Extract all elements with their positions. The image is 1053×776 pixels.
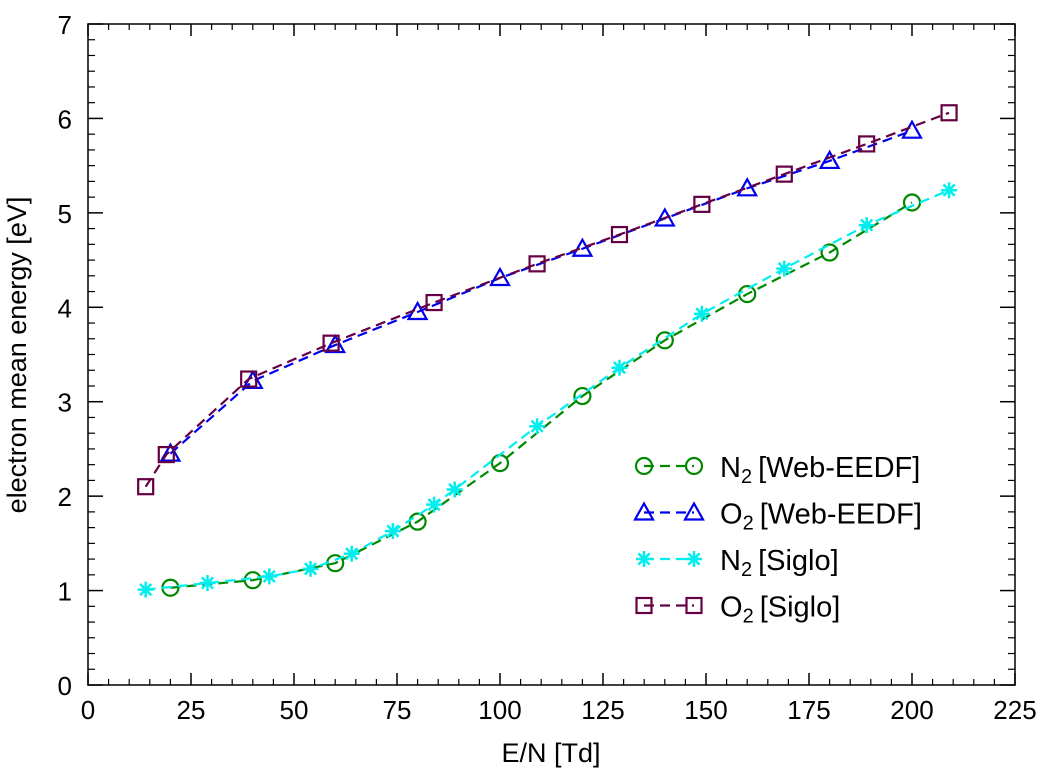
- data-point-star: [693, 305, 710, 322]
- x-tick-label: 50: [280, 695, 309, 725]
- series-line: [144, 111, 950, 488]
- x-tick-label: 75: [383, 695, 412, 725]
- data-point-square: [322, 334, 340, 352]
- legend: N2 [Web-EEDF] O2 [Web-EEDF] N2 [Siglo] O2 [Sigl…: [633, 452, 922, 628]
- data-point-square: [775, 165, 793, 183]
- data-point-triangle: [159, 442, 182, 462]
- data-point-square: [635, 596, 653, 615]
- data-point-triangle: [324, 333, 347, 354]
- y-axis-label: electron mean energy [eV]: [2, 197, 32, 514]
- y-tick-label: 4: [58, 293, 72, 323]
- data-point-triangle: [633, 501, 655, 521]
- x-tick-label: 25: [177, 695, 206, 725]
- data-point-square: [528, 255, 546, 273]
- y-tick-label: 6: [58, 104, 72, 134]
- legend-item: N2 [Web-EEDF]: [634, 452, 920, 488]
- data-point-triangle: [653, 207, 676, 227]
- data-point-star: [426, 496, 443, 513]
- legend-label: O2 [Web-EEDF]: [720, 499, 922, 535]
- data-point-square: [425, 293, 443, 312]
- y-tick-label: 1: [58, 577, 72, 607]
- data-point-triangle: [571, 237, 594, 257]
- y-tick-label: 5: [58, 199, 72, 229]
- data-point-star: [529, 418, 546, 435]
- data-point-star: [302, 560, 319, 577]
- data-point-star: [446, 481, 463, 498]
- y-tick-label: 2: [58, 482, 72, 512]
- y-tick-label: 7: [58, 10, 72, 40]
- legend-item: O2 [Web-EEDF]: [633, 499, 922, 535]
- data-point-star: [858, 217, 875, 234]
- data-point-star: [636, 551, 652, 567]
- data-point-star: [686, 551, 702, 567]
- series-layer: [137, 104, 958, 598]
- data-point-star: [343, 545, 360, 562]
- x-tick-label: 225: [993, 695, 1036, 725]
- data-point-square: [685, 596, 703, 615]
- data-point-triangle: [818, 149, 841, 170]
- data-point-triangle: [683, 501, 705, 521]
- data-point-circle: [684, 456, 704, 476]
- data-point-circle: [634, 456, 654, 476]
- x-axis-label: E/N [Td]: [501, 738, 600, 768]
- data-point-star: [611, 359, 628, 376]
- data-point-star: [261, 568, 278, 585]
- legend-item: N2 [Siglo]: [636, 545, 839, 581]
- data-point-star: [776, 260, 793, 277]
- data-point-square: [858, 135, 876, 153]
- data-point-star: [941, 182, 958, 199]
- x-tick-labels: 0 25 50 75 100 125 150 175 200 225: [81, 695, 1037, 725]
- data-point-star: [137, 581, 154, 598]
- x-tick-label: 175: [787, 695, 830, 725]
- legend-label: N2 [Web-EEDF]: [720, 452, 920, 488]
- plot-frame: [87, 23, 1016, 686]
- legend-item: O2 [Siglo]: [635, 592, 840, 628]
- x-tick-label: 100: [478, 695, 521, 725]
- series-o2-siglo: [137, 104, 958, 496]
- data-point-star: [199, 575, 216, 592]
- series-line: [169, 129, 913, 455]
- series-n2-web-eedf: [161, 193, 922, 597]
- data-point-circle: [655, 331, 674, 350]
- y-tick-label: 0: [58, 671, 72, 701]
- data-point-star: [384, 523, 401, 540]
- data-point-square: [693, 195, 711, 213]
- data-point-square: [157, 445, 175, 464]
- x-tick-label: 125: [581, 695, 624, 725]
- legend-label: O2 [Siglo]: [720, 592, 840, 628]
- x-tick-label: 0: [81, 695, 95, 725]
- data-point-square: [240, 370, 258, 388]
- x-tick-label: 150: [684, 695, 727, 725]
- axis-ticks: [87, 23, 1016, 686]
- data-point-triangle: [901, 119, 923, 139]
- series-n2-siglo: [137, 182, 958, 598]
- series-o2-web-eedf: [159, 119, 923, 462]
- data-point-circle: [573, 386, 592, 406]
- x-tick-label: 200: [890, 695, 933, 725]
- series-line: [145, 189, 950, 591]
- data-point-square: [940, 104, 958, 122]
- y-tick-labels: 0 1 2 3 4 5 6 7: [58, 10, 72, 701]
- data-point-triangle: [736, 177, 759, 197]
- data-point-square: [610, 225, 629, 244]
- data-point-square: [137, 478, 155, 496]
- data-point-circle: [820, 243, 839, 262]
- legend-label: N2 [Siglo]: [720, 545, 839, 581]
- y-tick-label: 3: [58, 388, 72, 418]
- data-point-circle: [243, 571, 262, 590]
